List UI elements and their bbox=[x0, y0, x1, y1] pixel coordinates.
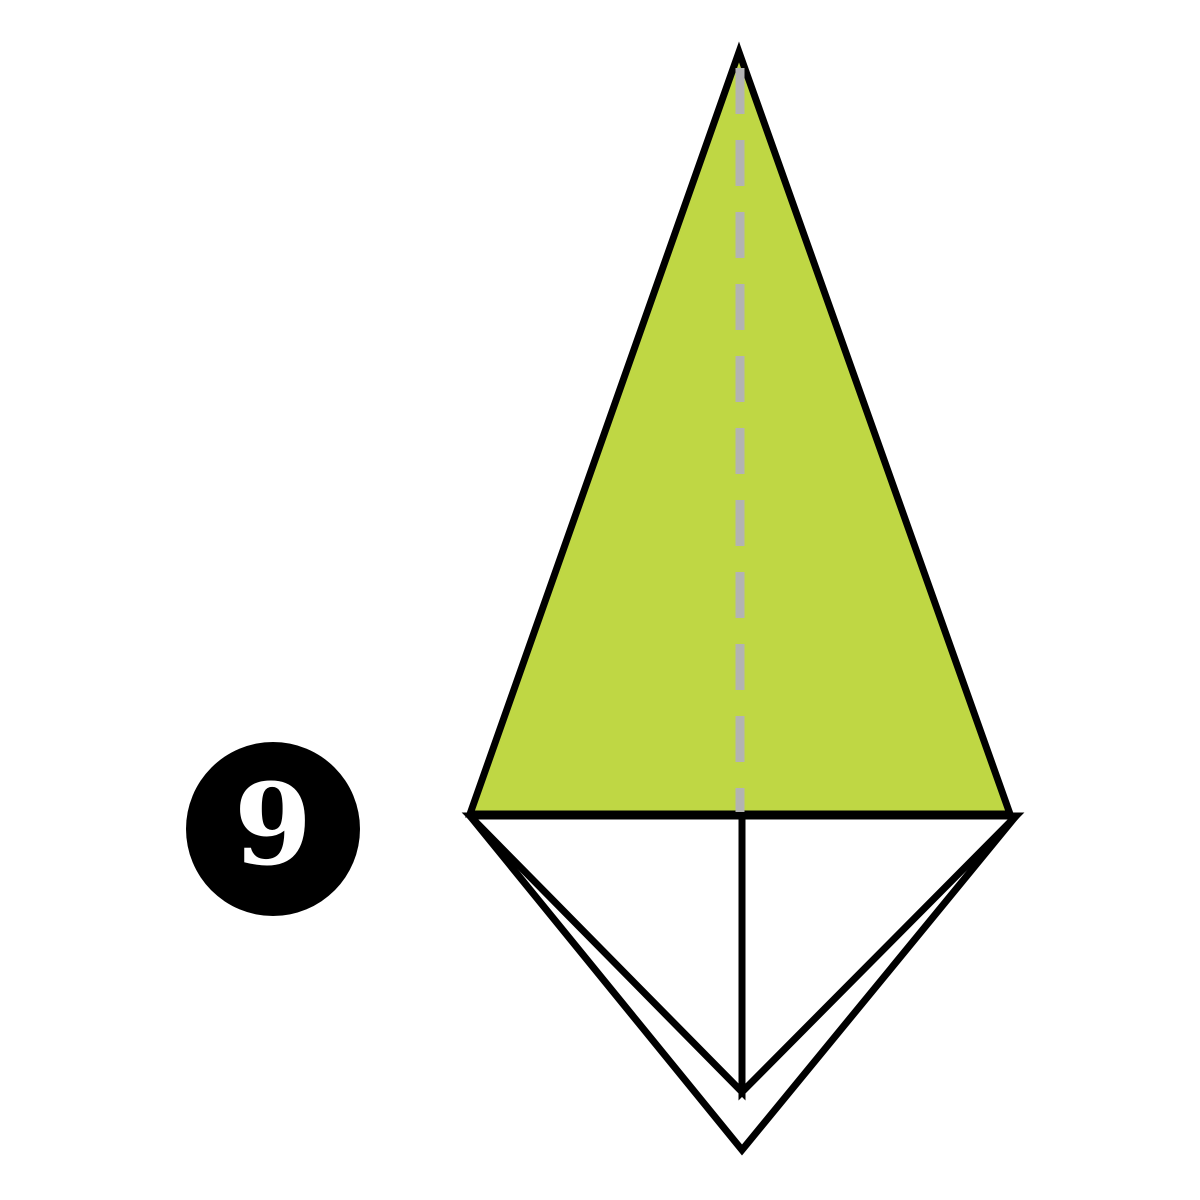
step-number: 9 bbox=[234, 760, 312, 891]
step-number-badge: 9 bbox=[186, 742, 360, 916]
right-flap bbox=[738, 812, 1025, 1101]
left-flap bbox=[461, 812, 746, 1101]
